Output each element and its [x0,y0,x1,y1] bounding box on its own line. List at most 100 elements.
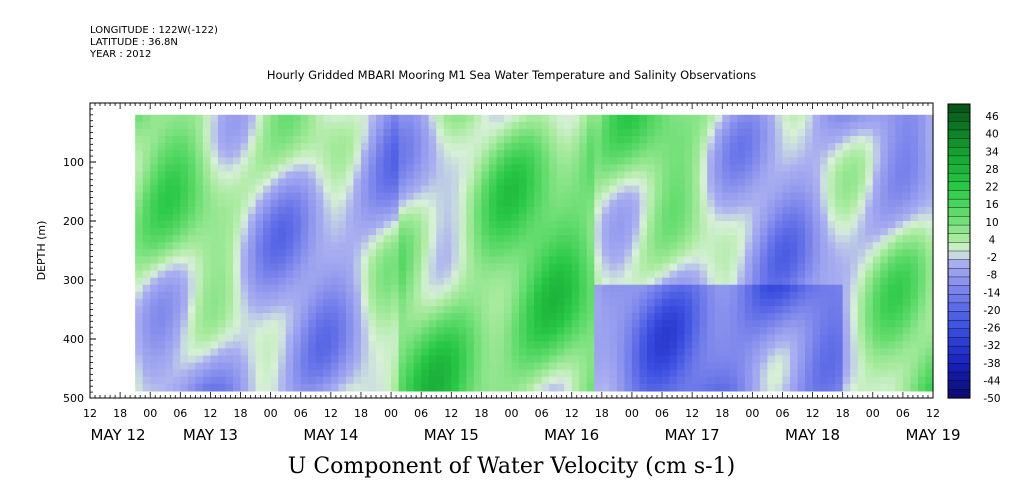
heatmap-cell [278,327,287,335]
heatmap-cell [248,348,257,357]
heatmap-cell [917,256,927,265]
heatmap-cell [428,114,437,123]
heatmap-cell [308,249,317,257]
heatmap-cell [195,313,204,321]
heatmap-cell [428,383,437,392]
heatmap-cell [571,348,580,357]
x-hour-label: 06 [896,407,910,420]
heatmap-cell [285,213,294,222]
heatmap-cell [511,334,520,342]
colorbar-swatch [947,319,971,330]
heatmap-cell [759,376,769,385]
heatmap-cell [451,327,460,335]
heatmap-cell [240,355,249,364]
heatmap-cell [142,228,151,236]
heatmap-cell [187,206,196,215]
heatmap-cell [142,284,151,293]
heatmap-cell [406,348,415,357]
heatmap-cell [496,263,505,272]
heatmap-cell [210,277,219,286]
heatmap-cell [669,192,678,201]
heatmap-cell [782,178,791,187]
heatmap-cell [398,305,407,314]
heatmap-cell [534,320,543,328]
heatmap-cell [601,242,610,250]
heatmap-cell [767,298,776,307]
heatmap-cell [526,327,535,335]
heatmap-cell [850,327,859,335]
heatmap-cell [805,320,814,328]
heatmap-cell [142,270,151,279]
heatmap-cell [142,171,151,180]
heatmap-cell [827,341,836,350]
heatmap-cell [436,128,445,137]
heatmap-cell [391,164,400,173]
heatmap-cell [579,369,588,378]
heatmap-cell [917,199,927,208]
heatmap-cell [330,369,339,378]
heatmap-cell [511,341,520,350]
heatmap-cell [692,121,701,130]
heatmap-cell [315,206,324,215]
x-day-label: MAY 18 [785,426,840,444]
colorbar-swatch [947,337,971,347]
heatmap-cell [835,291,844,300]
heatmap-cell [285,199,294,208]
heatmap-cell [616,150,626,158]
heatmap-cell [330,284,339,293]
heatmap-cell [263,136,272,144]
heatmap-cell [925,178,934,187]
heatmap-cell [752,143,761,151]
heatmap-cell [398,206,407,215]
heatmap-cell [413,121,422,130]
colorbar-swatch [947,328,971,339]
heatmap-cell [406,121,415,130]
heatmap-cell [850,376,859,385]
heatmap-cell [217,199,227,208]
heatmap-cell [646,192,656,201]
heatmap-cell [233,327,242,335]
heatmap-cell [225,185,234,194]
heatmap-cell [872,277,881,286]
heatmap-cell [473,143,482,151]
heatmap-cell [368,221,377,229]
heatmap-cell [925,206,934,215]
heatmap-cell [526,270,535,279]
heatmap-cell [646,362,656,371]
heatmap-cell [353,242,362,250]
heatmap-cell [210,334,219,342]
heatmap-cell [345,327,355,335]
heatmap-cell [789,334,799,342]
heatmap-cell [564,383,573,392]
heatmap-cell [391,277,400,286]
heatmap-cell [473,341,482,350]
heatmap-cell [579,334,588,342]
heatmap-cell [872,185,881,194]
heatmap-cell [654,341,663,350]
heatmap-cell [752,171,761,180]
heatmap-cell [759,263,769,272]
heatmap-cell [496,235,505,243]
heatmap-cell [413,206,422,215]
heatmap-cell [646,376,656,385]
heatmap-cell [601,185,610,194]
heatmap-cell [496,313,505,321]
heatmap-cell [413,284,422,293]
heatmap-cell [925,128,934,137]
heatmap-cell [707,320,716,328]
heatmap-cell [827,178,836,187]
heatmap-cell [157,171,166,180]
heatmap-cell [398,121,407,130]
heatmap-cell [767,362,776,371]
heatmap-cell [473,242,482,250]
heatmap-cell [707,121,716,130]
heatmap-cell [135,313,144,321]
heatmap-cell [910,376,919,385]
heatmap-cell [677,150,686,158]
heatmap-cell [752,341,761,350]
heatmap-cell [481,221,490,229]
heatmap-cell [571,206,580,215]
heatmap-cell [631,121,641,130]
heatmap-cell [195,298,204,307]
